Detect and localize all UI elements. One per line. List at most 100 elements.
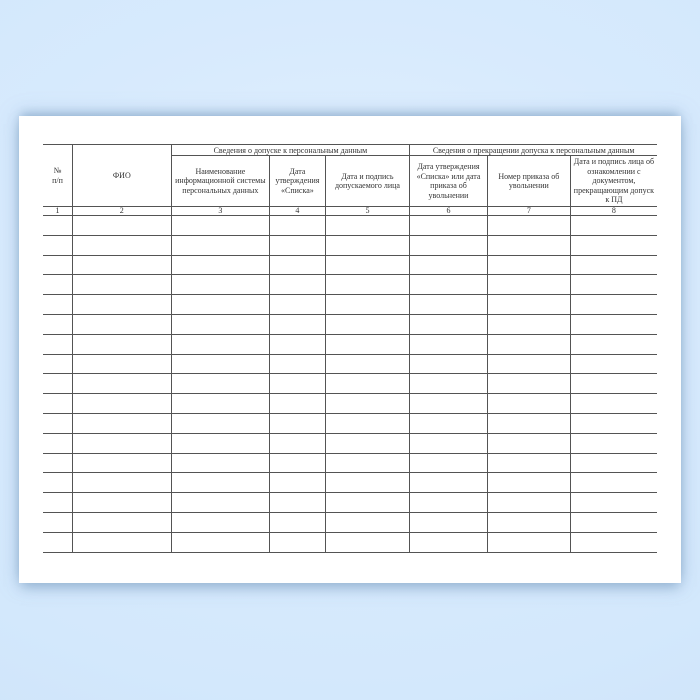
table-cell bbox=[569, 274, 657, 296]
table-cell bbox=[324, 393, 411, 414]
table-cell bbox=[269, 511, 326, 533]
table-cell bbox=[170, 333, 271, 355]
column-number: 8 bbox=[569, 206, 657, 216]
table-cell bbox=[72, 511, 172, 533]
table-cell bbox=[324, 472, 411, 494]
table-cell bbox=[72, 254, 172, 276]
table-cell bbox=[170, 215, 271, 236]
table-cell bbox=[324, 274, 411, 296]
table-cell bbox=[43, 274, 74, 296]
table-cell bbox=[486, 472, 571, 494]
table-cell bbox=[486, 234, 571, 256]
table-row bbox=[43, 294, 657, 315]
table-cell bbox=[269, 452, 326, 474]
table-cell bbox=[409, 254, 488, 276]
table-cell bbox=[170, 254, 271, 276]
table-cell bbox=[324, 215, 411, 236]
table-row bbox=[43, 254, 657, 276]
table-cell bbox=[409, 412, 488, 434]
table-cell bbox=[72, 432, 172, 454]
column-number: 2 bbox=[72, 206, 172, 216]
table-cell bbox=[569, 412, 657, 434]
table-cell bbox=[43, 492, 74, 513]
col-header-row-number: № п/п bbox=[43, 144, 74, 207]
table-cell bbox=[569, 254, 657, 276]
table-cell bbox=[486, 412, 571, 434]
table-cell bbox=[409, 531, 488, 553]
table-cell bbox=[409, 472, 488, 494]
table-row bbox=[43, 373, 657, 395]
table-row bbox=[43, 531, 657, 553]
column-number: 6 bbox=[409, 206, 488, 216]
table-cell bbox=[269, 492, 326, 513]
table-row bbox=[43, 353, 657, 375]
table-cell bbox=[43, 373, 74, 395]
table-cell bbox=[43, 432, 74, 454]
table-cell bbox=[72, 353, 172, 375]
empty-rows bbox=[43, 215, 657, 553]
column-number: 4 bbox=[269, 206, 326, 216]
table-cell bbox=[569, 313, 657, 335]
table-row bbox=[43, 492, 657, 513]
table-cell bbox=[486, 294, 571, 315]
table-row bbox=[43, 472, 657, 494]
table-row bbox=[43, 452, 657, 474]
table-row bbox=[43, 511, 657, 533]
column-number: 7 bbox=[486, 206, 571, 216]
table-cell bbox=[486, 254, 571, 276]
table-cell bbox=[486, 353, 571, 375]
table-cell bbox=[170, 274, 271, 296]
table-cell bbox=[486, 373, 571, 395]
table-cell bbox=[43, 333, 74, 355]
table-cell bbox=[269, 254, 326, 276]
table-cell bbox=[324, 313, 411, 335]
table-cell bbox=[170, 472, 271, 494]
table-cell bbox=[269, 531, 326, 553]
table-cell bbox=[324, 294, 411, 315]
table-row bbox=[43, 333, 657, 355]
table-cell bbox=[43, 452, 74, 474]
table-cell bbox=[72, 412, 172, 434]
col-header-fio: ФИО bbox=[72, 144, 172, 207]
table-cell bbox=[324, 452, 411, 474]
personal-data-access-log-table: № п/п ФИО Сведения о допуске к персональ… bbox=[43, 144, 657, 553]
table-cell bbox=[324, 492, 411, 513]
table-cell bbox=[269, 274, 326, 296]
table-cell bbox=[486, 215, 571, 236]
column-header-row: Наименование информационной системы перс… bbox=[43, 155, 657, 207]
table-cell bbox=[269, 412, 326, 434]
table-row bbox=[43, 234, 657, 256]
table-cell bbox=[486, 313, 571, 335]
table-cell bbox=[324, 511, 411, 533]
col-header-dismissal-order-number: Номер приказа об увольнении bbox=[486, 155, 571, 207]
table-cell bbox=[72, 234, 172, 256]
table-cell bbox=[324, 234, 411, 256]
table-cell bbox=[72, 393, 172, 414]
table-cell bbox=[170, 234, 271, 256]
table-cell bbox=[269, 215, 326, 236]
table-cell bbox=[269, 313, 326, 335]
table-cell bbox=[324, 432, 411, 454]
table-cell bbox=[569, 511, 657, 533]
column-number: 3 bbox=[170, 206, 271, 216]
table-cell bbox=[72, 531, 172, 553]
table-row bbox=[43, 393, 657, 414]
table-cell bbox=[569, 393, 657, 414]
table-cell bbox=[409, 313, 488, 335]
table-cell bbox=[170, 452, 271, 474]
table-cell bbox=[170, 373, 271, 395]
table-cell bbox=[569, 472, 657, 494]
table-cell bbox=[486, 274, 571, 296]
table-cell bbox=[269, 393, 326, 414]
table-cell bbox=[569, 294, 657, 315]
table-cell bbox=[72, 274, 172, 296]
table-cell bbox=[409, 294, 488, 315]
table-cell bbox=[170, 353, 271, 375]
table-cell bbox=[72, 472, 172, 494]
table-cell bbox=[569, 492, 657, 513]
table-cell bbox=[409, 511, 488, 533]
col-header-acknowledgement-signature: Дата и подпись лица об ознакомлении с до… bbox=[569, 155, 657, 207]
table-cell bbox=[269, 353, 326, 375]
table-cell bbox=[486, 333, 571, 355]
